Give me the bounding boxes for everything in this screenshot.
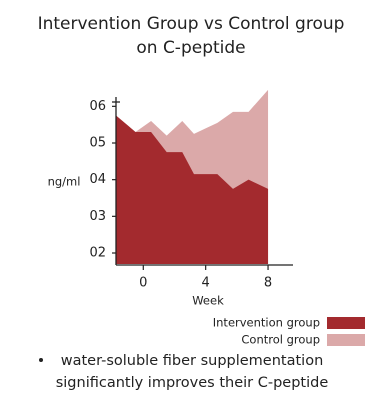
x-tick-label: 4 [202,276,210,291]
chart-title: Intervention Group vs Control group [38,14,345,34]
y-axis-label: ng/ml [48,175,81,189]
legend-swatch [327,317,365,329]
annotation: water-soluble fiber supplementation [61,353,324,369]
legend-label: Control group [241,333,320,347]
legend-swatch [327,334,365,346]
y-tick-label: 06 [89,99,106,114]
y-tick-label: 05 [89,136,106,151]
y-tick-label: 04 [89,172,106,187]
annotation: significantly improves their C-peptide [56,375,329,391]
bullet [39,358,43,362]
x-tick-label: 0 [139,276,147,291]
chart-title: on C-peptide [136,38,245,58]
y-tick-label: 03 [89,209,106,224]
x-tick-label: 8 [264,276,272,291]
legend-label: Intervention group [213,316,320,330]
x-axis-label: Week [192,294,224,308]
area [116,115,269,264]
y-tick-label: 02 [89,246,106,261]
